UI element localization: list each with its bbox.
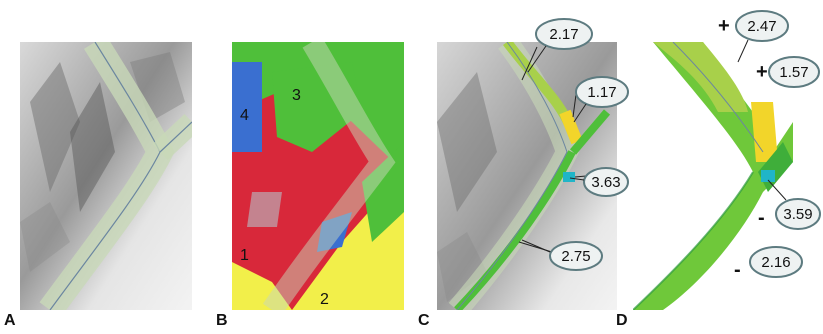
callouts-c: 2.17 1.17 3.63 2.75 (521, 18, 629, 271)
terrain-hillshade-a (20, 42, 192, 310)
svg-text:2.75: 2.75 (561, 248, 590, 265)
callout-d4: 2.16 (749, 246, 803, 278)
sign-plus-2: + (756, 61, 768, 83)
sign-minus-1: - (758, 207, 765, 229)
zone-label-1: 1 (240, 247, 249, 264)
svg-text:1.57: 1.57 (779, 64, 808, 81)
callout-c1: 2.17 (527, 18, 593, 73)
callouts-d: + 2.47 + 1.57 3.59 - 2.16 - (718, 10, 821, 281)
sign-minus-2: - (734, 259, 741, 281)
panel-label-c: C (418, 312, 430, 329)
panel-b: 3 4 1 2 (232, 42, 404, 310)
zone-label-2: 2 (320, 291, 329, 308)
sign-plus-1: + (718, 15, 730, 37)
svg-text:1.17: 1.17 (587, 84, 616, 101)
callout-c4: 2.75 (521, 239, 603, 271)
svg-text:3.63: 3.63 (591, 174, 620, 191)
svg-text:2.47: 2.47 (747, 18, 776, 35)
panel-label-a: A (4, 312, 16, 329)
panel-label-d: D (616, 312, 628, 329)
callout-d3: 3.59 (767, 179, 821, 230)
callout-c3: 3.63 (569, 167, 629, 197)
panel-label-b: B (216, 312, 228, 329)
classification-map-b: 3 4 1 2 (232, 42, 404, 310)
zone-label-4: 4 (240, 107, 249, 124)
panel-a (20, 42, 192, 310)
svg-text:3.59: 3.59 (783, 206, 812, 223)
svg-text:2.17: 2.17 (549, 26, 578, 43)
callout-d1: 2.47 (735, 10, 789, 63)
callout-d2: 1.57 (768, 56, 820, 88)
zone-label-3: 3 (292, 87, 301, 104)
callout-c2: 1.17 (573, 76, 629, 123)
svg-text:2.16: 2.16 (761, 254, 790, 271)
